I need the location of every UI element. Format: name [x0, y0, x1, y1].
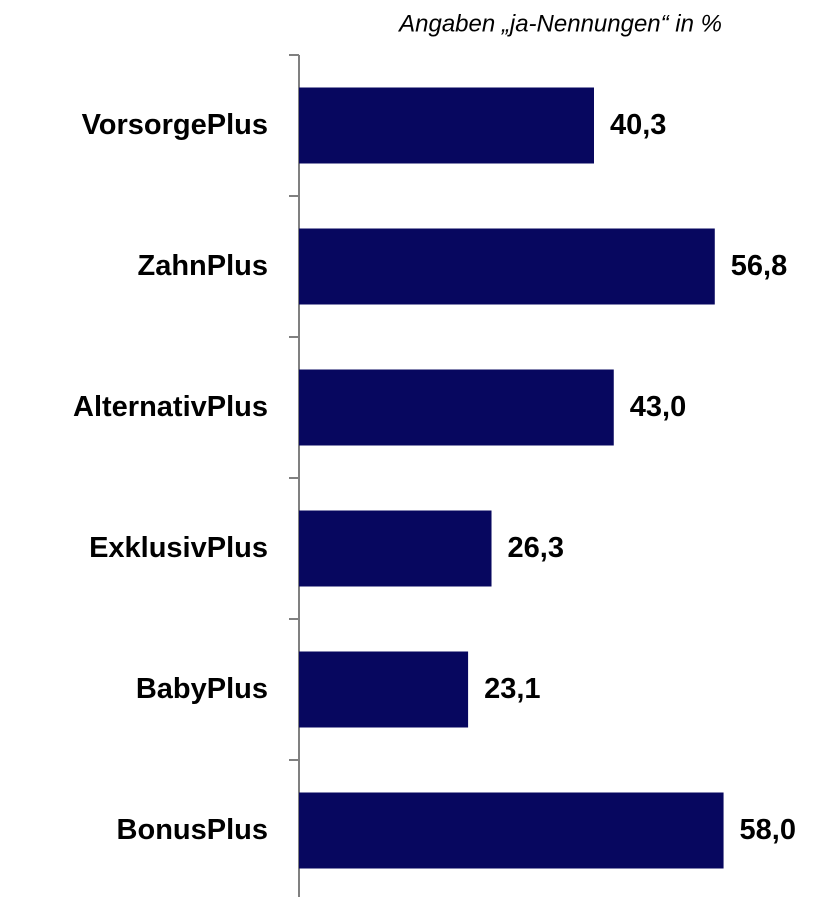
category-label: ExklusivPlus — [89, 532, 268, 564]
value-label: 26,3 — [508, 532, 564, 564]
category-label: ZahnPlus — [137, 250, 268, 282]
category-label: AlternativPlus — [73, 391, 268, 423]
value-label: 23,1 — [484, 673, 540, 705]
bar — [299, 651, 469, 728]
chart-subtitle: Angaben „ja-Nennungen“ in % — [397, 10, 722, 37]
value-label: 56,8 — [731, 250, 787, 282]
bar — [299, 87, 594, 164]
category-label: VorsorgePlus — [82, 109, 268, 141]
bar — [299, 228, 715, 305]
bar — [299, 792, 724, 869]
category-label: BabyPlus — [136, 673, 268, 705]
value-label: 58,0 — [740, 814, 796, 846]
value-label: 40,3 — [610, 109, 666, 141]
value-label: 43,0 — [630, 391, 686, 423]
category-label: BonusPlus — [117, 814, 268, 846]
bar — [299, 369, 614, 446]
bar — [299, 510, 492, 587]
